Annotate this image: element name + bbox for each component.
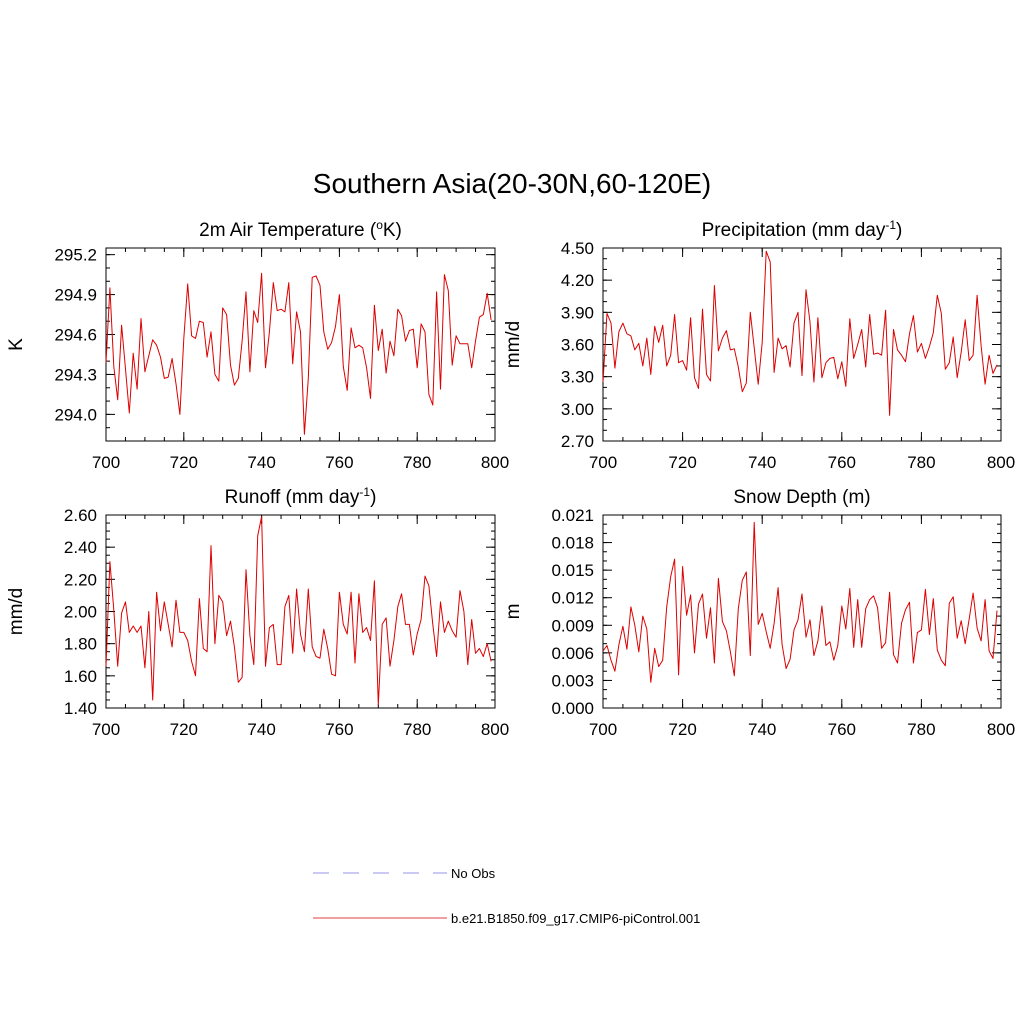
y-tick-label: 294.9: [54, 286, 97, 305]
panel-2: Precipitation (mm day-1) mm/d 700 720 740 760…: [503, 218, 1015, 472]
panel-title: Snow Depth (m): [733, 487, 870, 508]
series-line: [602, 250, 998, 416]
x-tick-label: 740: [748, 453, 776, 472]
y-axis-label: m: [503, 604, 524, 620]
y-tick-label: 294.6: [54, 326, 97, 345]
x-tick-label: 700: [92, 453, 120, 472]
legend-label-2: b.e21.B1850.f09_g17.CMIP6-piControl.001: [451, 911, 700, 926]
y-tick-label: 0.012: [551, 589, 594, 608]
y-tick-label: 0.009: [551, 616, 594, 635]
series-line: [105, 516, 492, 706]
x-tick-label: 720: [170, 720, 198, 739]
y-tick-label: 0.006: [551, 644, 594, 663]
y-tick-label: 2.40: [64, 538, 97, 557]
panels: 2m Air Temperature (oK) K 700 720 740 760 780 8…: [6, 218, 1015, 739]
y-axis-label: K: [6, 338, 27, 351]
panel-title: 2m Air Temperature (oK): [199, 218, 402, 241]
x-tick-label: 780: [403, 453, 431, 472]
y-tick-label: 1.60: [64, 667, 97, 686]
y-tick-label: 295.2: [54, 246, 97, 265]
y-tick-label: 2.20: [64, 570, 97, 589]
y-tick-label: 3.60: [561, 336, 594, 355]
y-tick-label: 4.50: [561, 239, 594, 258]
x-tick-label: 700: [589, 720, 617, 739]
y-tick-label: 0.015: [551, 561, 594, 580]
x-tick-label: 720: [170, 453, 198, 472]
x-tick-label: 760: [325, 453, 353, 472]
x-tick-label: 740: [247, 453, 275, 472]
x-tick-label: 780: [907, 453, 935, 472]
y-tick-label: 3.30: [561, 368, 594, 387]
y-tick-label: 2.00: [64, 603, 97, 622]
y-tick-label: 2.60: [64, 506, 97, 525]
x-tick-label: 780: [403, 720, 431, 739]
y-tick-label: 4.20: [561, 271, 594, 290]
legend: No Obs b.e21.B1850.f09_g17.CMIP6-piContro…: [313, 866, 700, 926]
x-tick-label: 780: [907, 720, 935, 739]
panel-title: Precipitation (mm day-1): [702, 218, 903, 241]
x-tick-label: 740: [748, 720, 776, 739]
y-tick-label: 1.40: [64, 699, 97, 718]
plot-frame: [602, 247, 1002, 442]
plot-frame: [105, 514, 496, 709]
y-tick-label: 1.80: [64, 635, 97, 654]
y-tick-label: 294.3: [54, 365, 97, 384]
x-tick-label: 800: [481, 720, 509, 739]
y-axis-label: mm/d: [6, 588, 27, 636]
y-tick-label: 0.003: [551, 671, 594, 690]
y-tick-label: 3.90: [561, 303, 594, 322]
y-axis-label: mm/d: [503, 321, 524, 369]
panel-3: Runoff (mm day-1) mm/d 700 720 740 760 780 800 1…: [6, 485, 509, 739]
panel-title: Runoff (mm day-1): [225, 485, 377, 508]
y-tick-label: 0.000: [551, 699, 594, 718]
x-tick-label: 720: [668, 453, 696, 472]
panel-1: 2m Air Temperature (oK) K 700 720 740 760 780 8…: [6, 218, 509, 472]
x-tick-label: 760: [828, 720, 856, 739]
y-tick-label: 0.021: [551, 506, 594, 525]
y-tick-label: 294.0: [54, 405, 97, 424]
x-tick-label: 720: [668, 720, 696, 739]
plot-frame: [602, 514, 1002, 709]
y-tick-label: 2.70: [561, 432, 594, 451]
x-tick-label: 800: [987, 720, 1015, 739]
x-tick-label: 760: [325, 720, 353, 739]
figure-title: Southern Asia(20-30N,60-120E): [313, 168, 711, 199]
x-tick-label: 700: [92, 720, 120, 739]
x-tick-label: 740: [247, 720, 275, 739]
x-tick-label: 700: [589, 453, 617, 472]
legend-label-1: No Obs: [451, 866, 496, 881]
x-tick-label: 800: [481, 453, 509, 472]
series-line: [105, 272, 492, 435]
y-tick-label: 0.018: [551, 534, 594, 553]
y-tick-label: 3.00: [561, 400, 594, 419]
x-tick-label: 800: [987, 453, 1015, 472]
panel-4: Snow Depth (m) m 700 720 740 760 780 800 0.000 0.…: [503, 487, 1015, 739]
x-tick-label: 760: [828, 453, 856, 472]
series-line: [602, 521, 998, 683]
